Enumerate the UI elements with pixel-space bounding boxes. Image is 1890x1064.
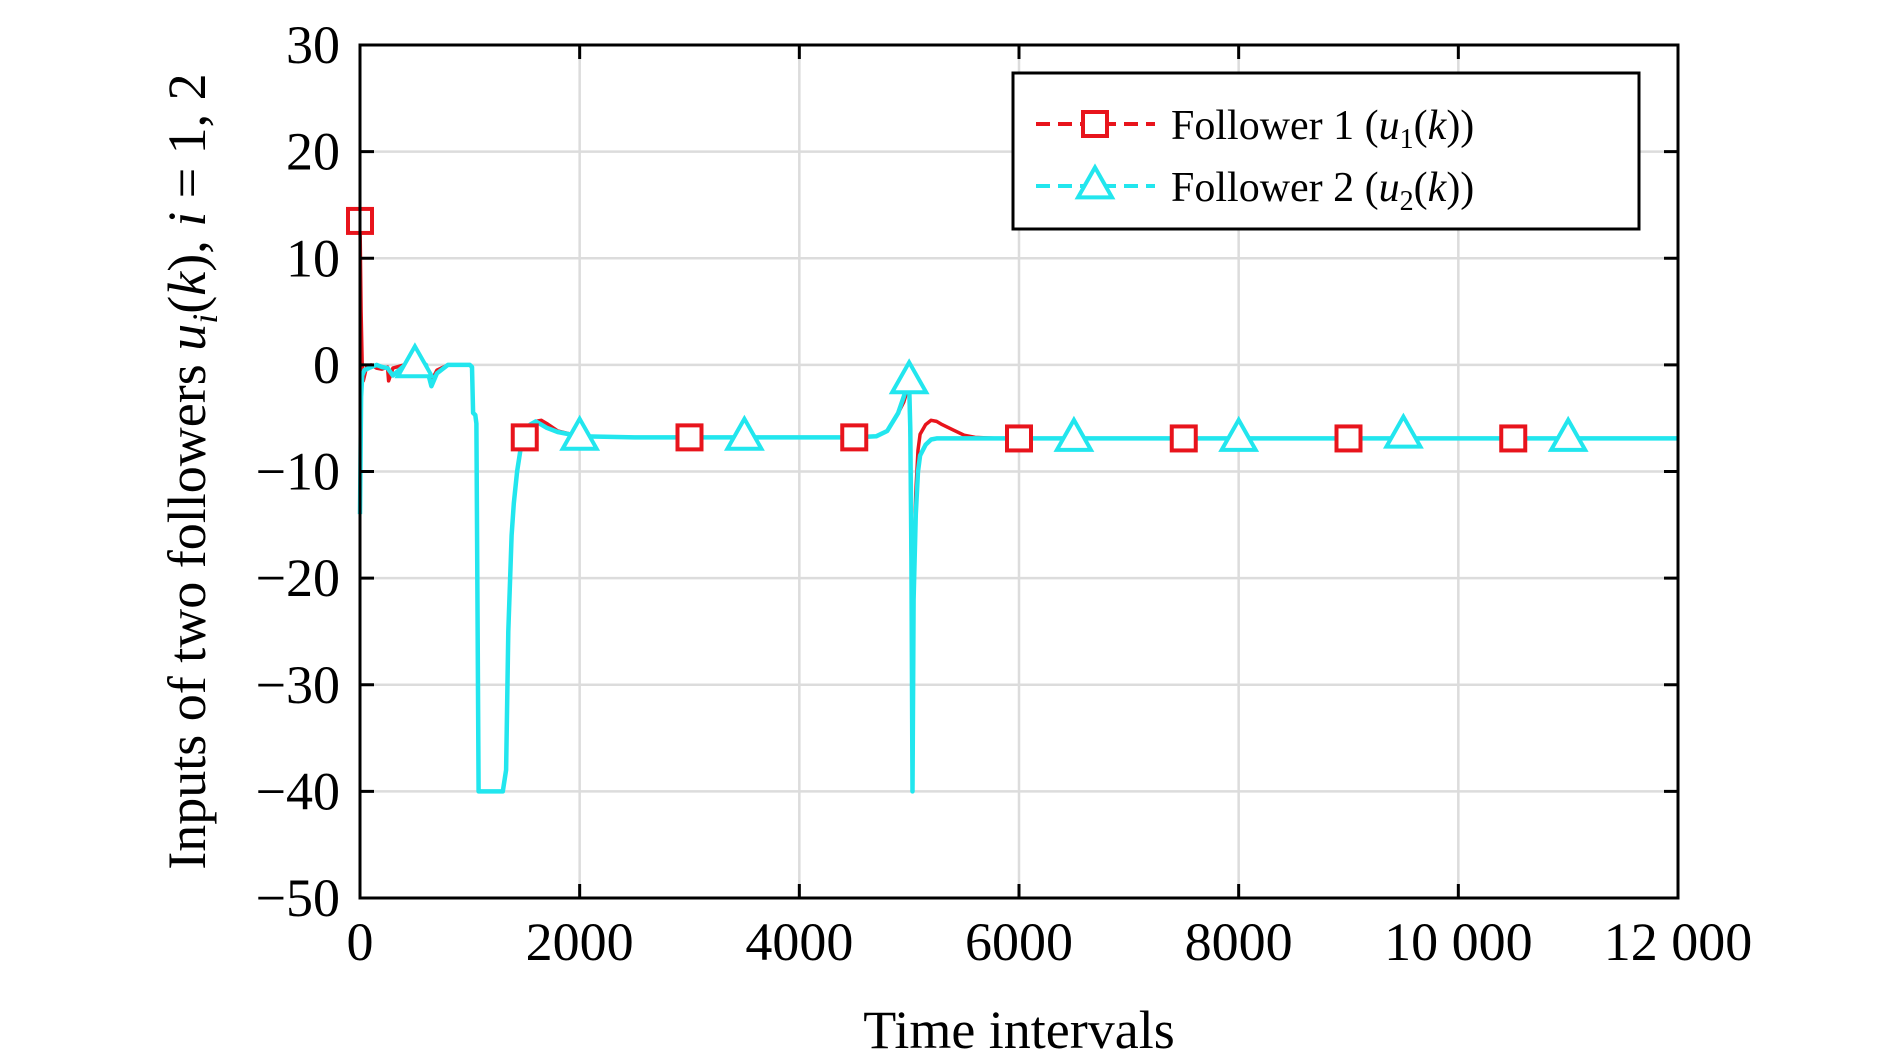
legend-label-var: u	[1379, 103, 1400, 149]
y-tick-label: 10	[286, 228, 340, 288]
data-point-marker	[1053, 415, 1095, 452]
data-point-marker	[1334, 424, 1363, 453]
data-point-marker	[559, 414, 601, 451]
y-tick-label: −40	[256, 761, 340, 821]
y-axis-title-tail: ),	[157, 227, 217, 272]
x-axis-title: Time intervals	[863, 1000, 1175, 1060]
y-tick-label: 20	[286, 122, 340, 182]
legend-label-sub: 1	[1400, 124, 1414, 155]
y-tick-label: 30	[286, 15, 340, 75]
y-axis-title-sub: i	[185, 314, 225, 324]
legend-label-sub: 2	[1400, 186, 1414, 217]
y-tick-label: −10	[256, 442, 340, 502]
data-point-marker	[723, 414, 765, 451]
legend-entry-1: Follower 1 (u1(k))	[1036, 103, 1474, 155]
y-axis-title-index: i	[157, 212, 217, 227]
data-point-marker	[675, 423, 704, 452]
x-tick-label: 4000	[745, 912, 853, 972]
data-point-marker	[1547, 415, 1589, 452]
data-point-marker	[510, 423, 539, 452]
legend-label-arg: k	[1428, 103, 1448, 149]
data-point-marker	[1499, 424, 1528, 453]
legend-label-arg: k	[1428, 165, 1448, 211]
legend-label: Follower 1 (u1(k))	[1171, 103, 1474, 155]
data-point-marker	[888, 358, 930, 395]
legend-marker	[1074, 163, 1116, 200]
x-tick-label: 6000	[965, 912, 1073, 972]
legend-box	[1011, 71, 1641, 231]
y-axis-title-arg: k	[157, 271, 217, 296]
legend-label-paren: (	[1414, 103, 1428, 149]
x-tick-label: 2000	[526, 912, 634, 972]
data-point-marker	[1218, 415, 1260, 452]
legend-marker	[1081, 110, 1109, 138]
y-tick-label: −50	[256, 868, 340, 928]
legend-label-var: u	[1379, 165, 1400, 211]
data-point-marker	[1169, 424, 1198, 453]
legend-label-text: Follower 1 (	[1171, 103, 1379, 149]
y-axis-title-paren: (	[157, 296, 217, 314]
x-tick-label: 8000	[1185, 912, 1293, 972]
y-tick-label: −30	[256, 655, 340, 715]
legend-label-paren: (	[1414, 165, 1428, 211]
x-tick-label: 0	[347, 912, 374, 972]
y-tick-label: −20	[256, 548, 340, 608]
legend-label: Follower 2 (u2(k))	[1171, 165, 1474, 217]
data-point-marker	[394, 342, 436, 379]
legend-entry-2: Follower 2 (u2(k))	[1036, 163, 1474, 217]
y-axis-title-text: Inputs of two followers	[157, 351, 217, 870]
y-axis-title-var: u	[157, 324, 217, 351]
legend: Follower 1 (u1(k))Follower 2 (u2(k))	[1011, 71, 1641, 231]
series-markers-1	[346, 206, 1528, 453]
legend-label-end: ))	[1446, 165, 1474, 211]
data-point-marker	[1382, 412, 1424, 449]
y-axis-title: Inputs of two followers ui(k), i = 1, 2	[157, 73, 225, 869]
legend-label-text: Follower 2 (	[1171, 165, 1379, 211]
y-axis-title-rest: = 1, 2	[157, 73, 217, 211]
data-point-marker	[840, 423, 869, 452]
x-tick-label: 12 000	[1604, 912, 1753, 972]
x-tick-label: 10 000	[1384, 912, 1533, 972]
legend-label-end: ))	[1446, 103, 1474, 149]
series-markers-2	[394, 342, 1589, 452]
data-point-marker	[1005, 424, 1033, 453]
y-tick-label: 0	[313, 335, 340, 395]
